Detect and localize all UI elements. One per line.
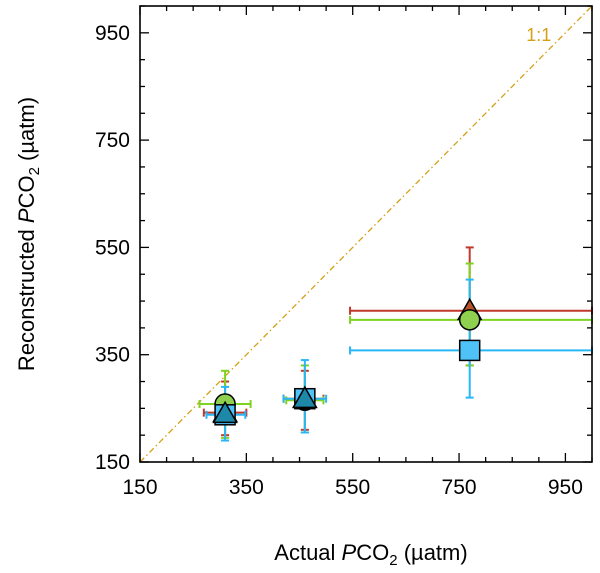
triangle-marker <box>292 385 318 409</box>
x-tick-label: 750 <box>442 476 477 499</box>
y-tick-label: 550 <box>95 236 130 259</box>
reference-line-label: 1:1 <box>526 25 551 45</box>
y-axis-title-mid: CO <box>14 175 39 208</box>
y-tick-labels: 150 350 550 750 950 <box>95 22 130 474</box>
x-axis-title-suffix: (µatm) <box>398 540 468 565</box>
y-axis-title-suffix: (µatm) <box>14 97 39 167</box>
x-tick-labels: 150 350 550 750 950 <box>122 476 582 499</box>
y-axis-title-italic: P <box>14 208 39 223</box>
markers-layer <box>212 297 483 426</box>
error-bars-layer <box>198 246 593 442</box>
x-tick-label: 550 <box>335 476 370 499</box>
reference-line-layer <box>139 5 593 463</box>
y-tick-label: 350 <box>95 344 130 367</box>
triangle-marker <box>212 400 238 424</box>
y-axis-title-sub: 2 <box>26 167 43 175</box>
square-marker <box>458 339 481 362</box>
y-axis-title: Reconstructed PCO2 (µatm) <box>14 97 43 371</box>
x-tick-label: 950 <box>548 476 583 499</box>
x-axis-title-sub: 2 <box>389 552 397 569</box>
y-tick-label: 950 <box>95 22 130 45</box>
reference-line-1-1 <box>139 5 593 463</box>
x-tick-label: 350 <box>229 476 264 499</box>
x-axis-title-italic: P <box>342 540 357 565</box>
y-tick-label: 750 <box>95 129 130 152</box>
x-axis-title-prefix: Actual <box>274 540 341 565</box>
y-axis-title-prefix: Reconstructed <box>14 223 39 371</box>
x-axis-title: Actual PCO2 (µatm) <box>274 540 467 569</box>
y-tick-label: 150 <box>95 451 130 474</box>
plot-frame <box>139 5 593 463</box>
axis-ticks-layer <box>139 5 593 463</box>
circle-marker <box>458 309 481 331</box>
x-tick-label: 150 <box>122 476 157 499</box>
x-axis-title-mid: CO <box>356 540 389 565</box>
